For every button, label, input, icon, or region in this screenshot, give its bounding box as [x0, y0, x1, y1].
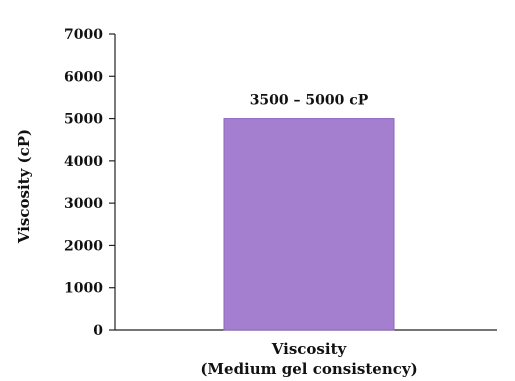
- y-tick-label: 2000: [64, 238, 103, 254]
- y-tick-label: 4000: [64, 154, 103, 170]
- y-tick-label: 0: [93, 323, 103, 339]
- y-axis-ticks: 0 1000 2000 3000 4000 5000 6000 7000: [64, 27, 115, 339]
- x-category-sublabel: (Medium gel consistency): [200, 360, 417, 378]
- y-tick-label: 5000: [64, 112, 103, 128]
- y-axis: 0 1000 2000 3000 4000 5000 6000 7000: [64, 27, 116, 339]
- y-tick-label: 3000: [64, 196, 103, 212]
- x-category-label: Viscosity: [271, 340, 348, 358]
- bar-value-label: 3500 – 5000 cP: [250, 93, 369, 109]
- bar: [223, 118, 395, 331]
- x-category-labels: Viscosity (Medium gel consistency): [200, 340, 417, 378]
- y-axis-title: Viscosity (cP): [15, 129, 33, 244]
- y-tick-label: 7000: [64, 27, 103, 43]
- y-tick-label: 1000: [64, 281, 103, 297]
- data-labels: 3500 – 5000 cP: [250, 93, 369, 109]
- y-tick-label: 6000: [64, 69, 103, 85]
- bar-series: [223, 118, 395, 331]
